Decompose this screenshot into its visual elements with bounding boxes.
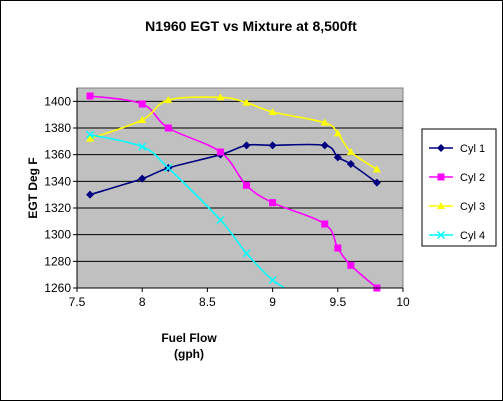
grid-lines [77, 100, 403, 289]
data-point-cyl-4 [242, 249, 251, 258]
legend-label-cyl-1: Cyl 1 [460, 143, 485, 155]
data-point-cyl-3 [346, 148, 355, 155]
x-tick-label: 8 [139, 295, 146, 309]
x-tick-label: 10 [396, 295, 410, 309]
data-point-cyl-2 [86, 92, 94, 100]
series-line-cyl-3 [89, 96, 378, 170]
legend: Cyl 1 Cyl 2 Cyl 3 Cyl 4 [429, 143, 485, 242]
y-tick-label: 1380 [44, 121, 71, 135]
y-tick-label: 1320 [44, 201, 71, 215]
x-axis-label-line2: (gph) [174, 347, 204, 361]
series-line-cyl-2 [89, 95, 378, 288]
data-point-cyl-4 [216, 215, 225, 225]
data-point-cyl-2 [269, 199, 277, 207]
marker-layer [86, 92, 381, 292]
y-tick-label: 1400 [44, 94, 71, 108]
data-point-cyl-1 [138, 174, 147, 183]
y-axis-label: EGT Deg F [26, 157, 40, 218]
data-point-cyl-1 [372, 178, 381, 187]
data-point-cyl-4 [164, 163, 173, 173]
y-tick-label: 1340 [44, 174, 71, 188]
data-point-cyl-3 [138, 116, 147, 123]
legend-label-cyl-3: Cyl 3 [460, 201, 485, 213]
data-point-cyl-1 [268, 141, 277, 150]
chart-title: N1960 EGT vs Mixture at 8,500ft [145, 18, 357, 34]
data-point-cyl-1 [320, 141, 329, 150]
data-point-cyl-2 [334, 244, 342, 252]
plot-area [76, 87, 404, 289]
legend-label-cyl-2: Cyl 2 [460, 172, 485, 184]
data-point-cyl-4 [138, 142, 147, 151]
data-point-cyl-3 [216, 93, 225, 101]
legend-marker-cyl-1 [437, 144, 445, 152]
legend-marker-cyl-3 [437, 202, 445, 209]
data-point-cyl-3 [268, 108, 277, 115]
x-axis-ticks: 7.5 8 8.5 9 9.5 10 [69, 287, 410, 309]
x-tick-label: 7.5 [69, 295, 86, 309]
data-point-cyl-4 [86, 130, 95, 139]
y-axis-ticks: 1260 1280 1300 1320 1340 1360 1380 1400 [44, 88, 78, 295]
x-tick-label: 9 [269, 295, 276, 309]
data-point-cyl-2 [216, 148, 224, 156]
legend-marker-cyl-2 [437, 173, 445, 181]
data-point-cyl-3 [164, 96, 173, 103]
x-axis-label-line1: Fuel Flow [161, 331, 217, 345]
data-point-cyl-3 [242, 98, 251, 106]
data-point-cyl-1 [86, 190, 95, 199]
data-point-cyl-1 [333, 153, 342, 162]
data-point-cyl-2 [138, 100, 146, 108]
data-point-cyl-4 [268, 275, 277, 285]
x-tick-label: 8.5 [199, 295, 216, 309]
legend-label-cyl-4: Cyl 4 [460, 230, 485, 242]
x-tick-label: 9.5 [329, 295, 346, 309]
data-point-cyl-2 [164, 124, 172, 132]
y-tick-label: 1300 [44, 228, 71, 242]
y-tick-label: 1260 [44, 281, 71, 295]
data-point-cyl-3 [320, 118, 329, 126]
y-tick-label: 1280 [44, 254, 71, 268]
y-tick-label: 1360 [44, 148, 71, 162]
data-point-cyl-3 [86, 134, 95, 142]
series-line-cyl-1 [89, 143, 378, 196]
data-point-cyl-1 [346, 160, 355, 168]
data-point-cyl-2 [347, 261, 355, 269]
data-point-cyl-2 [321, 220, 329, 228]
data-point-cyl-3 [372, 165, 381, 173]
data-point-cyl-2 [243, 181, 251, 189]
legend-marker-cyl-4 [436, 230, 446, 240]
data-point-cyl-1 [242, 141, 251, 150]
data-point-cyl-3 [333, 129, 342, 137]
